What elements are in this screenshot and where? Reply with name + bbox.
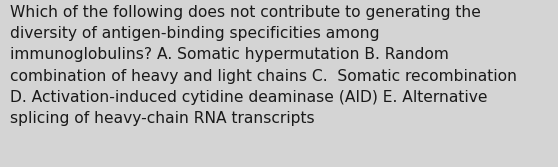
Text: Which of the following does not contribute to generating the
diversity of antige: Which of the following does not contribu… (10, 5, 517, 126)
